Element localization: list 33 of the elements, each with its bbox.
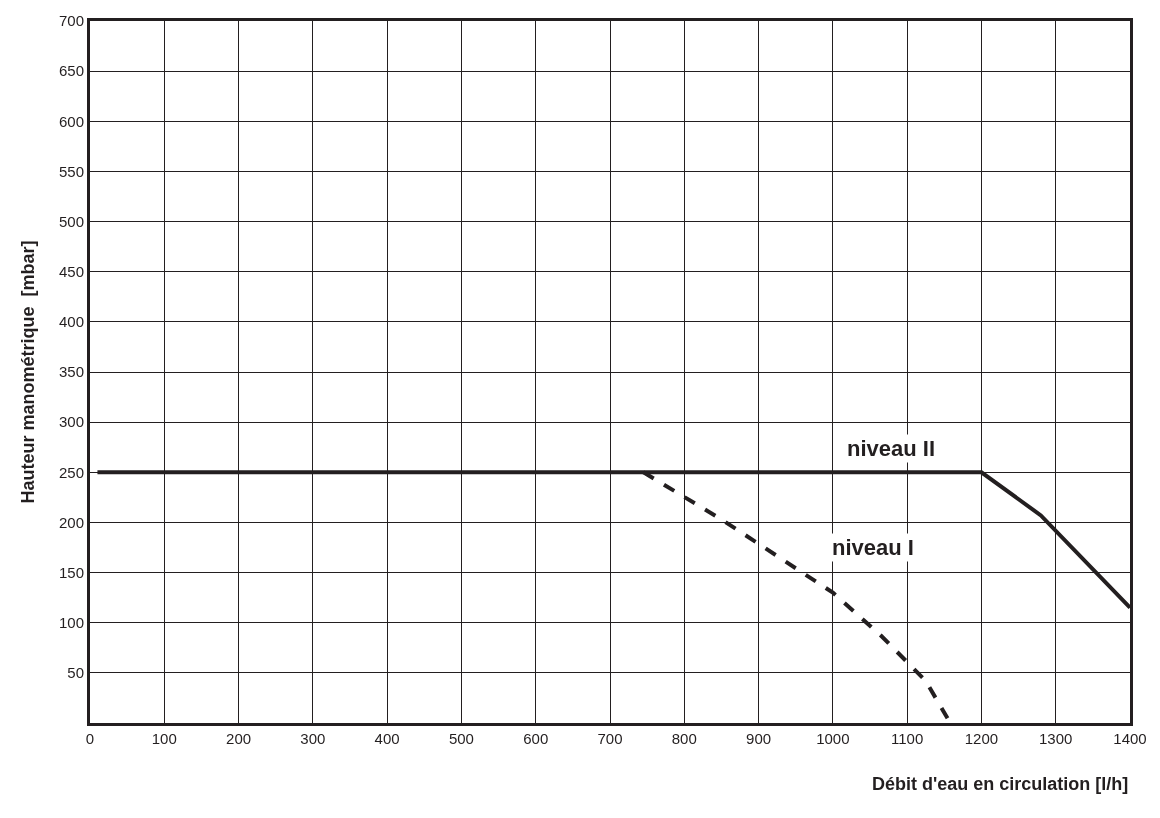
- y-axis-title: Hauteur manométrique [mbar]: [18, 240, 39, 504]
- y-tick-label: 350: [58, 363, 84, 381]
- y-tick-label: 450: [58, 262, 84, 280]
- series-label: niveau II: [847, 436, 936, 461]
- x-tick-label: 300: [300, 730, 326, 747]
- x-axis-title: Débit d'eau en circulation [l/h]: [872, 774, 1129, 794]
- y-tick-label: 300: [58, 413, 84, 431]
- x-tick-label: 0: [85, 730, 95, 747]
- x-tick-label: 1000: [816, 730, 850, 747]
- y-tick-label: 200: [58, 513, 84, 531]
- x-tick-label: 200: [226, 730, 252, 747]
- x-tick-label: 800: [671, 730, 697, 747]
- y-tick-label: 50: [67, 664, 84, 682]
- x-tick-label: 1400: [1113, 730, 1147, 747]
- x-tick-label: 1300: [1039, 730, 1073, 747]
- x-tick-label: 600: [523, 730, 549, 747]
- x-tick-label: 1100: [891, 730, 924, 747]
- x-tick-label: 1200: [964, 730, 999, 747]
- x-tick-label: 700: [597, 730, 623, 747]
- y-tick-label: 500: [58, 212, 84, 230]
- y-tick-label: 400: [58, 313, 84, 331]
- y-tick-label: 150: [58, 563, 84, 581]
- x-tick-label: 900: [746, 730, 772, 747]
- x-tick-label: 100: [151, 730, 177, 747]
- y-tick-label: 700: [58, 12, 84, 30]
- y-tick-label: 550: [58, 162, 84, 180]
- y-tick-label: 600: [58, 112, 84, 130]
- series-label: niveau I: [832, 535, 914, 560]
- x-tick-label: 500: [448, 730, 474, 747]
- y-tick-label: 250: [58, 463, 84, 481]
- y-tick-label: 650: [58, 62, 84, 80]
- x-tick-label: 400: [374, 730, 400, 747]
- y-tick-label: 100: [58, 613, 84, 631]
